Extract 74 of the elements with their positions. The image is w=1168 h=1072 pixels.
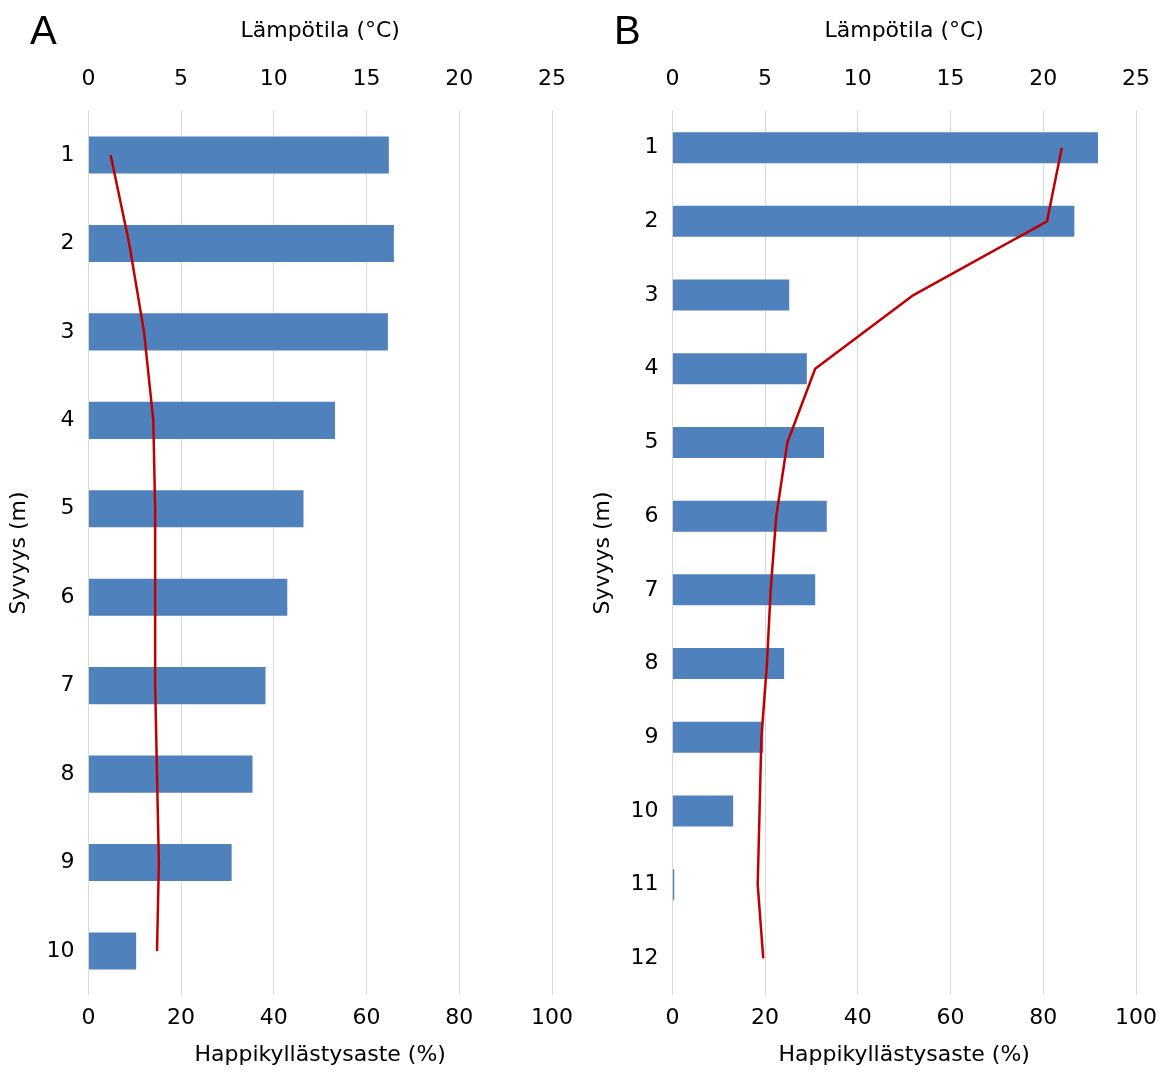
chart-title: B [614,8,641,53]
x-tick-label: 60 [352,1004,381,1030]
x-tick-label: 0 [665,1004,680,1030]
x-tick-label: 20 [167,1004,196,1030]
bar [88,843,232,882]
y-tick-label: 10 [630,796,659,822]
x-tick-label: 80 [1029,1004,1058,1030]
bar [88,490,304,528]
x2-tick-label: 15 [936,65,965,91]
y-tick-label: 7 [644,575,659,601]
y-tick-label: 8 [644,649,659,675]
x2-tick-label: 0 [81,65,96,91]
x2-tick-label: 5 [758,65,773,91]
chart-title: A [30,8,57,53]
bar [672,721,764,753]
y-axis-title: Syvyys (m) [4,491,30,615]
bar [672,648,785,680]
x-tick-label: 0 [81,1004,96,1030]
bar [88,401,336,439]
y-axis-title: Syvyys (m) [588,491,614,615]
y-tick-label: 3 [644,280,659,306]
bar [672,132,1098,164]
y-tick-label: 3 [60,317,75,343]
x2-axis-title: Lämpötila (°C) [240,16,400,42]
bar [88,932,137,970]
x2-tick-label: 25 [1122,65,1150,91]
x2-tick-label: 15 [352,65,381,91]
bar [672,574,816,606]
bar [88,667,266,705]
bar [88,313,388,351]
x-tick-label: 100 [531,1004,573,1030]
bar [88,136,389,174]
bar [672,795,734,827]
y-tick-label: 4 [644,354,659,380]
y-tick-label: 11 [630,870,659,896]
x-tick-label: 40 [259,1004,288,1030]
bar [672,279,790,311]
bar [672,426,824,458]
bar [88,755,253,793]
y-tick-label: 2 [644,207,659,233]
y-tick-label: 4 [60,406,75,432]
y-tick-label: 12 [630,944,659,970]
x2-tick-label: 5 [174,65,189,91]
bar [88,224,394,263]
y-tick-label: 1 [60,140,75,166]
y-tick-label: 1 [644,133,659,159]
y-tick-label: 5 [60,494,75,520]
y-tick-label: 10 [46,936,75,962]
x2-tick-label: 10 [843,65,872,91]
y-tick-label: 7 [60,671,75,697]
x-tick-label: 100 [1115,1004,1157,1030]
x-tick-label: 20 [751,1004,780,1030]
y-tick-label: 8 [60,759,75,785]
x-tick-label: 60 [936,1004,965,1030]
x2-tick-label: 10 [259,65,288,91]
y-tick-label: 2 [60,229,75,255]
y-tick-label: 9 [60,848,75,874]
x2-tick-label: 20 [1029,65,1058,91]
y-tick-label: 5 [644,428,659,454]
bar [672,353,807,385]
x2-tick-label: 0 [665,65,680,91]
x-axis-title: Happikyllästysaste (%) [778,1040,1030,1066]
x2-axis-title: Lämpötila (°C) [824,16,984,42]
x2-tick-label: 20 [445,65,474,91]
x-axis-title: Happikyllästysaste (%) [194,1040,446,1066]
bar [672,500,827,532]
bar [672,205,1075,237]
bar [88,578,288,616]
y-tick-label: 6 [60,582,75,608]
x2-tick-label: 25 [538,65,566,91]
x-tick-label: 40 [843,1004,872,1030]
y-tick-label: 9 [644,722,659,748]
y-tick-label: 6 [644,501,659,527]
x-tick-label: 80 [445,1004,474,1030]
